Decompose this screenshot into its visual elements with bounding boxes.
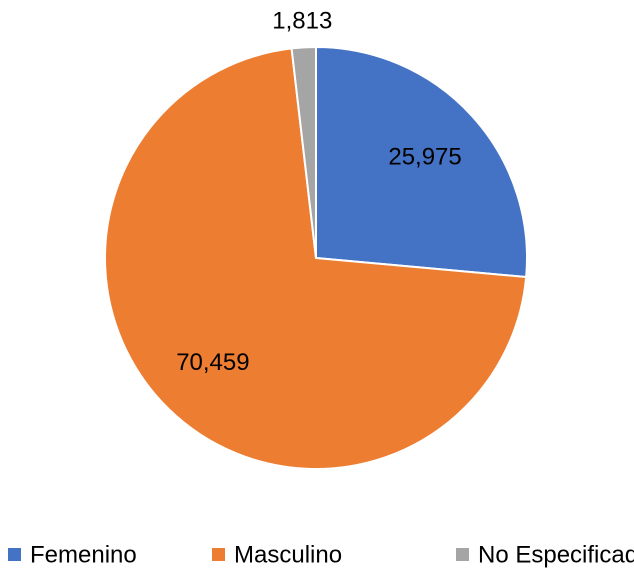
- legend-label: No Especificado: [478, 541, 634, 568]
- legend-swatch: [212, 548, 225, 561]
- data-label: 70,459: [176, 349, 249, 376]
- data-label: 25,975: [388, 144, 461, 171]
- pie-slice: [315, 45, 528, 279]
- data-label: 1,813: [272, 7, 332, 34]
- pie-slice: [290, 45, 317, 259]
- legend-label: Masculino: [234, 541, 342, 568]
- legend-swatch: [8, 548, 21, 561]
- pie-slice: [104, 47, 528, 470]
- legend-swatch: [456, 548, 469, 561]
- legend-label: Femenino: [30, 541, 137, 568]
